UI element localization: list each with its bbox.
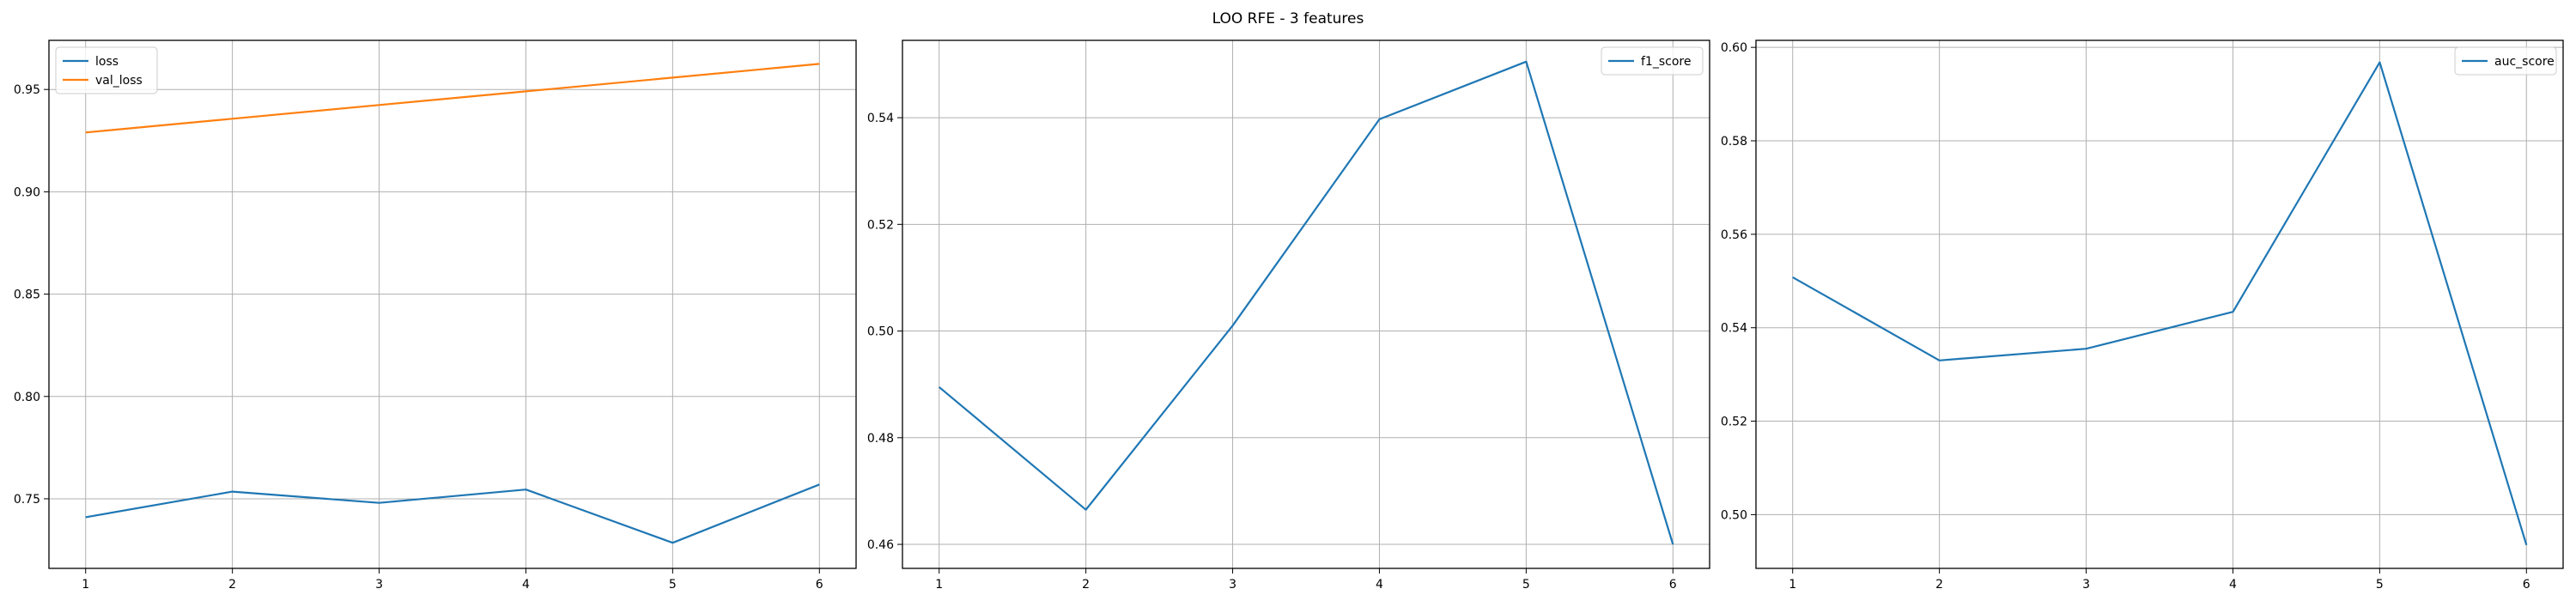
data-point-val-loss — [817, 62, 821, 65]
figure-suptitle: LOO RFE - 3 features — [1212, 10, 1364, 27]
x-tick-label: 4 — [2229, 578, 2237, 592]
data-point-f1-score — [1084, 508, 1088, 512]
data-point-auc-score — [2378, 61, 2381, 64]
x-tick-label: 3 — [1229, 578, 1236, 592]
legend: f1_score — [1601, 46, 1704, 76]
y-tick-label: 0.54 — [867, 112, 894, 125]
series-line-auc-score — [1792, 61, 2528, 546]
legend: loss val_loss — [55, 46, 158, 94]
x-tick-label: 6 — [1669, 578, 1677, 592]
data-point-loss — [378, 501, 381, 505]
y-tick-label: 0.46 — [867, 538, 894, 552]
data-point-auc-score — [2524, 543, 2528, 547]
axes-frame — [902, 39, 1710, 569]
data-point-loss — [817, 483, 821, 486]
subplot-f1-score: 1 2 3 4 5 6 0.46 0.48 0.50 0.52 0.54 f1_score — [867, 39, 1710, 592]
data-point-loss — [231, 490, 234, 494]
data-point-auc-score — [2231, 310, 2234, 313]
legend-box — [2454, 46, 2557, 76]
y-tick-label: 0.58 — [1721, 135, 1747, 149]
data-point-f1-score — [1231, 324, 1235, 327]
data-point-val-loss — [378, 103, 381, 106]
series-line-val-loss — [85, 63, 820, 134]
x-tick-label: 2 — [1935, 578, 1943, 592]
data-point-f1-score — [1524, 60, 1528, 64]
series-line-loss — [85, 483, 820, 544]
data-point-val-loss — [671, 76, 674, 79]
y-tick-label: 0.80 — [14, 391, 40, 404]
x-tick-label: 6 — [2523, 578, 2530, 592]
data-point-loss — [671, 541, 674, 544]
y-tick-label: 0.54 — [1721, 322, 1747, 336]
x-tick-label: 1 — [935, 578, 943, 592]
series-line-f1-score — [938, 60, 1674, 545]
x-tick-label: 1 — [1789, 578, 1796, 592]
x-tick-label: 2 — [1082, 578, 1090, 592]
data-point-loss — [84, 515, 88, 519]
x-tick-label: 3 — [375, 578, 383, 592]
y-tick-label: 0.50 — [867, 325, 894, 339]
y-tick-label: 0.52 — [1721, 416, 1747, 429]
data-point-auc-score — [2085, 347, 2088, 350]
data-point-val-loss — [524, 89, 527, 93]
axes-frame — [48, 39, 857, 569]
legend-label: auc_score — [2494, 55, 2555, 69]
x-tick-label: 6 — [816, 578, 823, 592]
data-point-f1-score — [938, 385, 941, 389]
subplot-loss: 1 2 3 4 5 6 0.75 0.80 0.85 0.90 0.95 loss val_loss — [14, 39, 857, 592]
data-point-f1-score — [1377, 118, 1381, 121]
y-tick-label: 0.60 — [1721, 41, 1747, 55]
y-tick-label: 0.90 — [14, 185, 40, 199]
x-tick-label: 3 — [2082, 578, 2090, 592]
x-tick-label: 5 — [1522, 578, 1530, 592]
x-tick-label: 4 — [1376, 578, 1383, 592]
x-tick-label: 1 — [82, 578, 89, 592]
x-tick-label: 5 — [2376, 578, 2384, 592]
legend-label: loss — [95, 55, 118, 69]
y-tick-label: 0.50 — [1721, 508, 1747, 522]
data-point-f1-score — [1671, 543, 1674, 546]
y-tick-label: 0.85 — [14, 288, 40, 302]
data-point-auc-score — [1791, 276, 1795, 279]
legend-label: val_loss — [95, 74, 143, 88]
axes-frame — [1755, 39, 2564, 569]
y-tick-label: 0.75 — [14, 493, 40, 507]
x-tick-label: 2 — [228, 578, 236, 592]
legend-box — [55, 46, 158, 94]
data-point-loss — [524, 488, 527, 491]
data-point-auc-score — [1938, 359, 1941, 362]
y-tick-label: 0.48 — [867, 432, 894, 446]
data-point-val-loss — [84, 131, 88, 134]
data-point-val-loss — [231, 117, 234, 120]
y-tick-label: 0.52 — [867, 218, 894, 232]
x-tick-label: 4 — [522, 578, 530, 592]
legend: auc_score — [2454, 46, 2557, 76]
subplot-auc-score: 1 2 3 4 5 6 0.50 0.52 0.54 0.56 0.58 0.60 auc_score — [1721, 39, 2564, 592]
x-tick-label: 5 — [669, 578, 677, 592]
legend-box — [1601, 46, 1704, 76]
y-tick-label: 0.56 — [1721, 228, 1747, 242]
y-tick-label: 0.95 — [14, 83, 40, 97]
legend-label: f1_score — [1641, 55, 1691, 69]
